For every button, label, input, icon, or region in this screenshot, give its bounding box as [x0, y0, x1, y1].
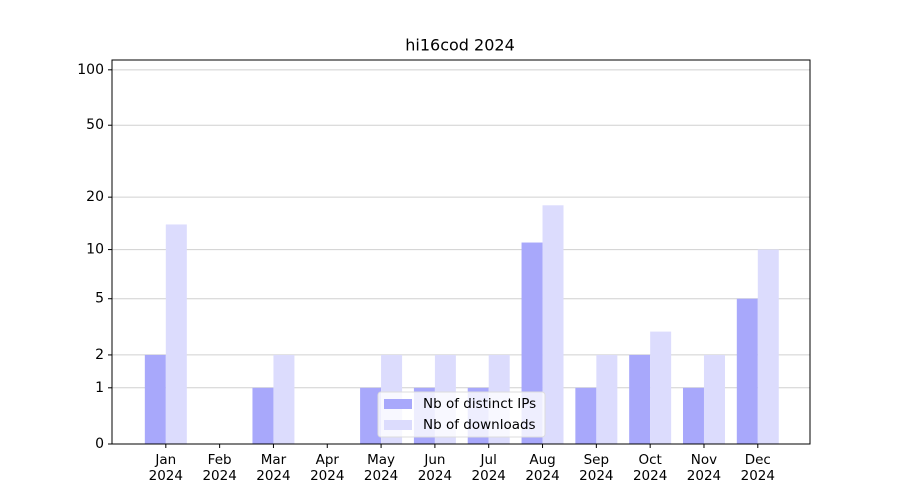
y-tick-label: 0: [95, 436, 104, 452]
y-tick-label: 50: [86, 117, 104, 133]
bar: [629, 354, 651, 444]
x-tick-label: Nov 2024: [686, 452, 722, 484]
legend-swatch: [384, 420, 412, 430]
legend-label: Nb of downloads: [423, 417, 536, 433]
x-tick-label: Dec 2024: [740, 452, 775, 484]
x-tick-label: Feb 2024: [202, 452, 237, 484]
x-tick-label: Jun 2024: [417, 452, 453, 484]
x-tick-label: Apr 2024: [310, 452, 345, 484]
legend-label: Nb of distinct IPs: [423, 396, 536, 412]
bar: [144, 354, 166, 444]
bar: [757, 249, 779, 444]
x-tick-label: Jan 2024: [148, 452, 183, 484]
x-tick-label: Sep 2024: [579, 452, 614, 484]
bar: [360, 387, 382, 444]
legend-box: [377, 391, 546, 438]
x-tick-label: Jul 2024: [471, 452, 506, 484]
bar: [650, 331, 672, 444]
legend-swatch: [384, 399, 412, 409]
bar: [596, 354, 618, 444]
y-tick-label: 10: [86, 242, 104, 258]
x-tick-label: Oct 2024: [632, 452, 668, 484]
bar: [165, 224, 187, 444]
bar: [273, 354, 295, 444]
bar: [682, 387, 704, 444]
x-tick-label: Aug 2024: [525, 452, 560, 484]
y-tick-label: 5: [95, 291, 104, 307]
bar: [252, 387, 274, 444]
y-tick-label: 1: [95, 380, 104, 396]
bar: [703, 354, 725, 444]
y-tick-label: 20: [86, 189, 104, 205]
bar: [542, 205, 564, 444]
bar: [736, 298, 758, 444]
x-tick-label: May 2024: [363, 452, 399, 484]
y-tick-label: 100: [77, 62, 104, 78]
x-tick-label: Mar 2024: [256, 452, 291, 484]
y-tick-label: 2: [95, 347, 104, 363]
chart-title: hi16cod 2024: [405, 36, 515, 55]
bar: [575, 387, 597, 444]
plot-frame: [111, 59, 811, 445]
